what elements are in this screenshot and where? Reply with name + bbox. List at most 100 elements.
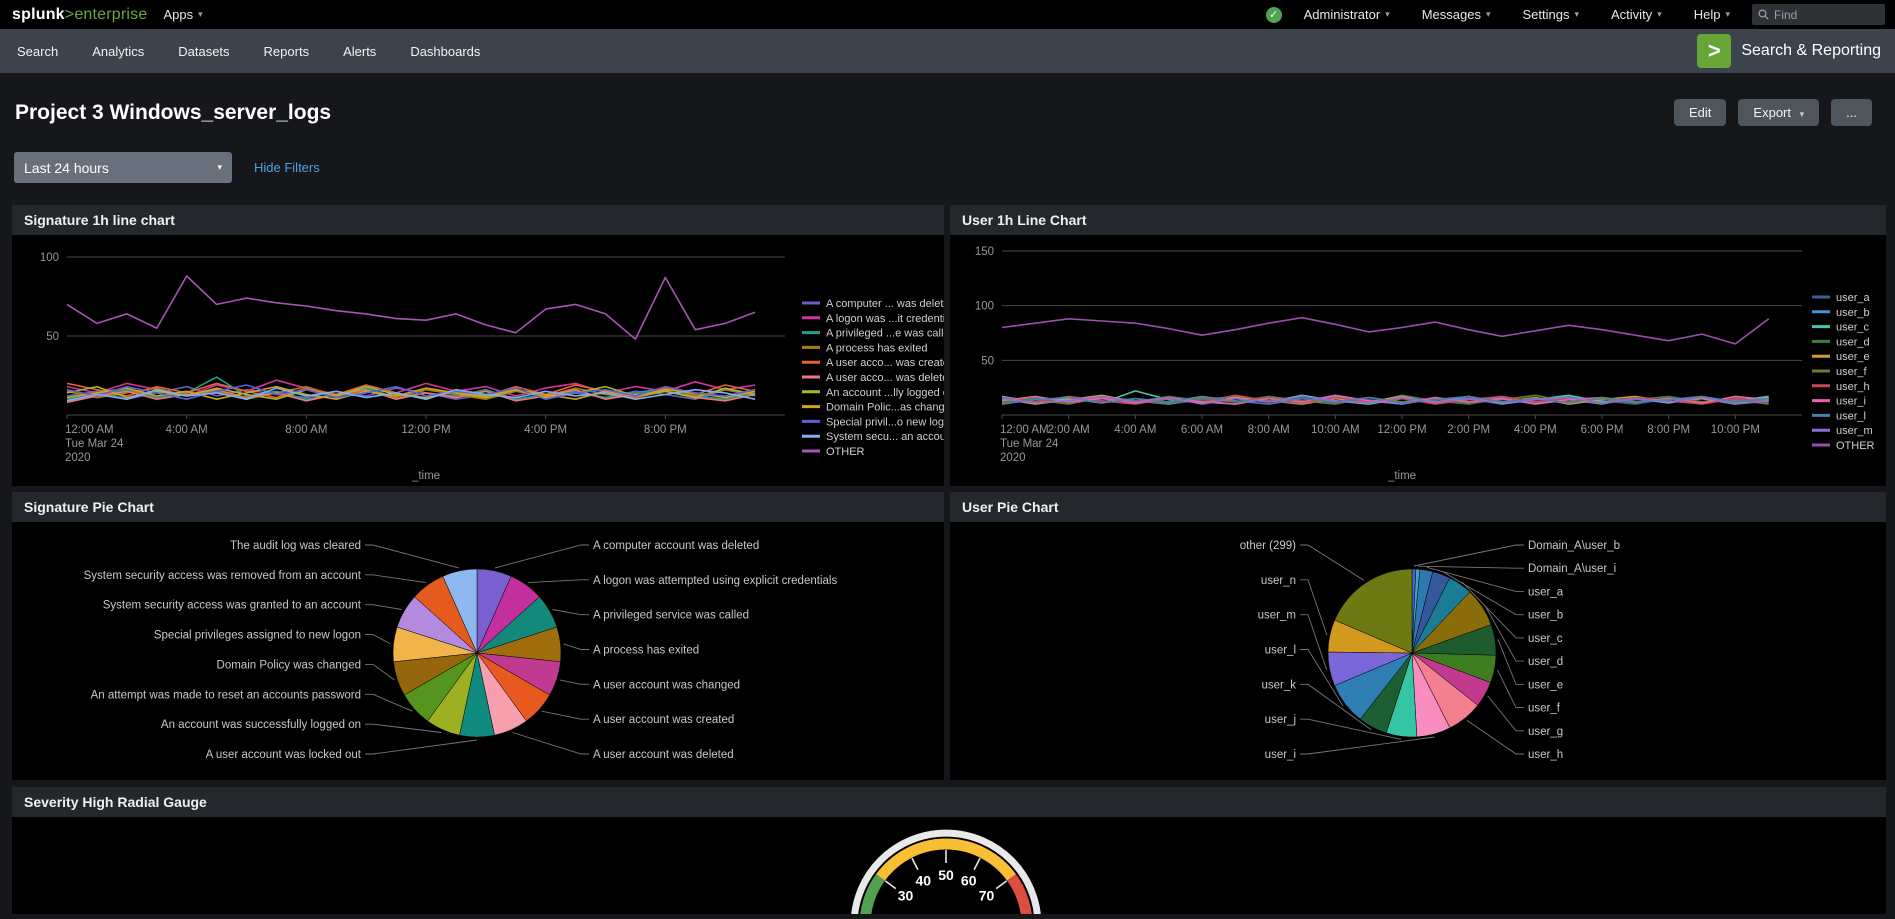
legend-label[interactable]: user_d	[1836, 336, 1870, 348]
gauge-arc	[850, 829, 1042, 919]
pie-label[interactable]: user_j	[1265, 714, 1296, 726]
pie-label[interactable]: Special privileges assigned to new logon	[154, 630, 361, 642]
panel-user-pie-chart: User Pie Chart Domain_A\user_b Domain_A\u…	[950, 492, 1886, 780]
pie-slice[interactable]	[1334, 568, 1413, 654]
pie-slice[interactable]	[442, 568, 478, 654]
gauge-tick-label: 30	[898, 888, 914, 904]
legend-label[interactable]: A user acco... was deleted	[826, 372, 954, 384]
legend-label[interactable]: user_f	[1836, 366, 1868, 378]
chevron-down-icon: ▾	[1657, 9, 1662, 19]
menu-administrator[interactable]: Administrator ▾	[1288, 0, 1406, 29]
nav-item-analytics[interactable]: Analytics	[92, 43, 145, 59]
pie-label[interactable]: The audit log was cleared	[230, 540, 361, 552]
pie-label[interactable]: user_d	[1528, 656, 1563, 668]
edit-button[interactable]: Edit	[1674, 99, 1727, 126]
menu-apps-label: Apps	[163, 7, 194, 22]
legend-label[interactable]: user_l	[1836, 410, 1866, 422]
severity-radial-gauge[interactable]: 30 40 50 60 70	[12, 817, 1886, 919]
legend-label[interactable]: user_m	[1836, 425, 1873, 437]
find-search-input[interactable]: Find	[1752, 4, 1885, 25]
pie-label[interactable]: A process has exited	[593, 645, 699, 657]
nav-item-datasets[interactable]: Datasets	[178, 43, 230, 59]
nav-item-reports[interactable]: Reports	[263, 43, 310, 59]
user-pie-chart[interactable]: Domain_A\user_b Domain_A\user_i user_a user…	[950, 522, 1886, 785]
menu-help[interactable]: Help ▾	[1678, 0, 1746, 29]
pie-label[interactable]: user_g	[1528, 726, 1563, 738]
signature-pie-chart[interactable]: A computer account was deleted A logon wa…	[12, 522, 944, 785]
legend-label[interactable]: user_h	[1836, 381, 1870, 393]
x-tick-label: 8:00 PM	[1647, 424, 1690, 436]
splunk-logo[interactable]: splunk>enterprise	[12, 6, 147, 24]
legend-label[interactable]: user_e	[1836, 351, 1870, 363]
series-line[interactable]	[1001, 316, 1770, 345]
pie-label[interactable]: user_e	[1528, 679, 1563, 691]
pie-label[interactable]: user_k	[1261, 679, 1296, 691]
menu-messages[interactable]: Messages ▾	[1406, 0, 1507, 29]
user-line-chart[interactable]: 50 100 150 12:00 AM Tue Mar 24 2020 2:00 AM 4:0…	[950, 235, 1886, 491]
pie-label[interactable]: other (299)	[1240, 540, 1296, 552]
x-tick-label: 10:00 AM	[1311, 424, 1360, 436]
pie-label[interactable]: A computer account was deleted	[593, 540, 759, 552]
legend-label[interactable]: OTHER	[1836, 440, 1875, 452]
legend-label[interactable]: A privileged ...e was called	[826, 328, 956, 340]
pie-label[interactable]: Domain_A\user_i	[1528, 563, 1616, 575]
pie-label[interactable]: user_i	[1265, 749, 1296, 761]
pie-label[interactable]: user_c	[1528, 633, 1563, 645]
pie-label[interactable]: System security access was removed from …	[84, 570, 362, 582]
more-options-button[interactable]: ...	[1831, 99, 1872, 126]
legend-label[interactable]: user_c	[1836, 322, 1870, 334]
pie-label[interactable]: user_m	[1258, 610, 1296, 622]
pie-label[interactable]: user_n	[1261, 575, 1296, 587]
legend-label[interactable]: A computer ... was deleted	[826, 298, 956, 310]
legend-label[interactable]: OTHER	[826, 446, 865, 458]
pie-label[interactable]: An attempt was made to reset an accounts…	[91, 689, 361, 701]
legend-label[interactable]: user_b	[1836, 307, 1870, 319]
legend-label[interactable]: A logon was ...it credentials	[826, 313, 960, 325]
signature-line-chart[interactable]: 50 100 12:00 AM Tue Mar 24 2020 4:00 AM 8:00 A…	[12, 235, 960, 491]
legend-label[interactable]: user_a	[1836, 292, 1871, 304]
series-line[interactable]	[66, 384, 756, 400]
pie-label[interactable]: Domain_A\user_b	[1528, 540, 1620, 552]
x-tick-sublabel: Tue Mar 24	[65, 438, 124, 450]
export-button[interactable]: Export ▾	[1738, 99, 1820, 126]
nav-item-dashboards[interactable]: Dashboards	[410, 43, 481, 59]
menu-apps[interactable]: Apps ▾	[147, 0, 218, 29]
pie-leader-line	[1484, 605, 1524, 662]
menu-activity[interactable]: Activity ▾	[1595, 0, 1678, 29]
pie-label[interactable]: A logon was attempted using explicit cre…	[593, 575, 837, 587]
pie-chart-svg: A computer account was deleted A logon wa…	[84, 540, 838, 761]
pie-label[interactable]: A user account was locked out	[206, 749, 362, 761]
time-range-picker[interactable]: Last 24 hours ▾	[14, 152, 232, 183]
legend-label[interactable]: Special privil...o new logon	[826, 416, 956, 428]
legend-label[interactable]: System secu... an account	[826, 431, 955, 443]
series-line[interactable]	[66, 387, 756, 402]
gauge-tick	[911, 857, 919, 871]
legend-label[interactable]: An account ...lly logged on	[826, 387, 955, 399]
pie-label[interactable]: user_h	[1528, 749, 1563, 761]
pie-label[interactable]: user_b	[1528, 610, 1563, 622]
pie-label[interactable]: user_a	[1528, 586, 1564, 598]
series-line[interactable]	[66, 275, 756, 340]
pie-label[interactable]: user_f	[1528, 703, 1561, 715]
menu-settings[interactable]: Settings ▾	[1507, 0, 1596, 29]
legend-label[interactable]: A user acco... was created	[826, 357, 955, 369]
series-line[interactable]	[1001, 395, 1769, 405]
legend-label[interactable]: A process has exited	[826, 342, 928, 354]
hide-filters-link[interactable]: Hide Filters	[254, 160, 320, 175]
pie-label[interactable]: A user account was changed	[593, 679, 740, 691]
pie-label[interactable]: A privileged service was called	[593, 610, 749, 622]
pie-label[interactable]: Domain Policy was changed	[217, 659, 361, 671]
topbar-menus: Administrator ▾ Messages ▾ Settings ▾ Activity…	[1288, 0, 1746, 29]
pie-leader-line	[365, 574, 426, 584]
legend-label[interactable]: Domain Polic...as changed	[826, 402, 957, 414]
pie-label[interactable]: A user account was created	[593, 714, 734, 726]
legend-label[interactable]: user_i	[1836, 396, 1866, 408]
pie-label[interactable]: An account was successfully logged on	[161, 719, 361, 731]
app-context[interactable]: > Search & Reporting	[1697, 34, 1881, 68]
pie-label[interactable]: A user account was deleted	[593, 749, 734, 761]
nav-item-alerts[interactable]: Alerts	[343, 43, 377, 59]
pie-label[interactable]: System security access was granted to an…	[103, 600, 362, 612]
nav-item-search[interactable]: Search	[17, 43, 59, 59]
pie-label[interactable]: user_l	[1265, 645, 1296, 657]
